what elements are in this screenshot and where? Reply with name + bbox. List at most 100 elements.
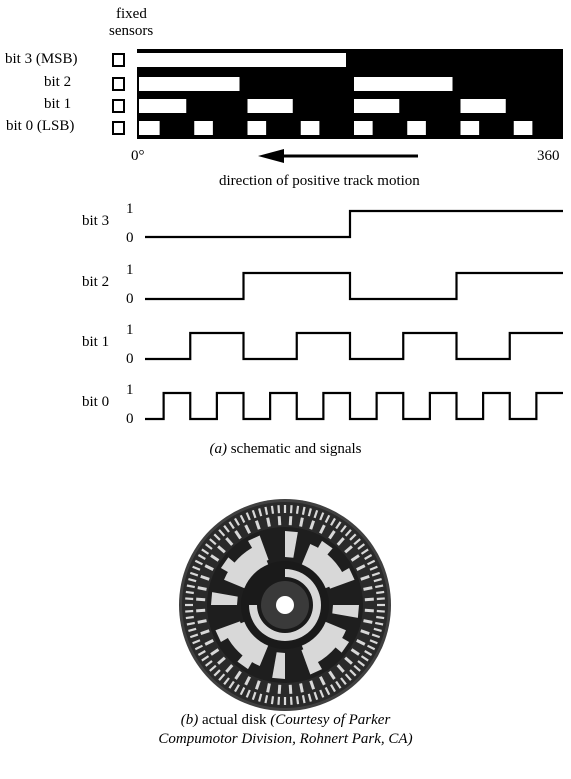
signal-low-bit1: 0 — [126, 351, 134, 367]
disk-tick — [364, 650, 373, 656]
disk-tick — [197, 554, 206, 560]
disk-tick — [201, 655, 210, 662]
sensor-box-bit0 — [112, 121, 125, 135]
disk-tick — [376, 615, 385, 620]
disk-tick — [218, 673, 226, 681]
disk-tick — [210, 554, 220, 562]
disk-tick — [301, 695, 306, 704]
disk-tick — [277, 684, 282, 694]
disk-tick — [186, 621, 195, 626]
disk-tick — [371, 571, 381, 577]
disk-tick — [367, 644, 376, 651]
disk-tick — [234, 684, 240, 693]
disk-tick — [201, 548, 210, 555]
disk-tick — [245, 512, 251, 521]
waveforms — [145, 209, 563, 421]
disk-tick — [234, 530, 242, 540]
track-window-bit0 — [407, 121, 426, 135]
disk-tick — [324, 687, 331, 696]
encoder-disk-image — [179, 499, 391, 711]
disk-tick — [213, 533, 221, 541]
disk-tick — [340, 677, 347, 686]
caption-a-text: schematic and signals — [226, 441, 362, 457]
disk-tick — [357, 660, 366, 667]
disk-tick — [299, 683, 304, 693]
disk-tick — [375, 584, 384, 589]
disk-segment — [285, 531, 298, 558]
disk-tick — [196, 597, 206, 602]
disk-tick — [186, 584, 195, 589]
disk-center-hole — [276, 596, 294, 614]
signal-label-bit1: bit 1 — [82, 334, 110, 350]
disk-tick — [188, 627, 197, 632]
disk-tick — [204, 639, 214, 646]
track-window-bit0 — [247, 121, 267, 135]
disk-tick — [350, 554, 360, 562]
disk-tick — [228, 521, 235, 530]
track-window-bit0 — [354, 121, 373, 135]
disk-tick — [340, 524, 347, 533]
disk-tick — [225, 537, 234, 546]
disk-tick — [223, 677, 230, 686]
caption-b-letter: (b) — [180, 712, 199, 728]
waveform-bit0 — [145, 391, 563, 421]
disk-tick — [335, 521, 342, 530]
disk-tick — [185, 615, 194, 620]
disk-tick — [349, 533, 357, 541]
disk-tick — [360, 548, 369, 555]
disk-tick — [204, 660, 213, 667]
disk-tick — [371, 633, 381, 639]
caption-b-text: actual disk — [198, 712, 271, 728]
disk-tick — [357, 543, 366, 550]
disk-tick — [364, 608, 374, 613]
disk-tick — [369, 565, 378, 571]
disk-tick — [344, 545, 353, 554]
disk-tick — [373, 578, 382, 583]
track-window-bit3 — [137, 53, 346, 67]
disk-tick — [258, 508, 263, 517]
disk-tick — [245, 689, 251, 698]
disk-tick — [363, 586, 373, 591]
track-window-bit1 — [139, 99, 187, 113]
disk-tick — [336, 537, 345, 546]
track-window-bit1 — [247, 99, 293, 113]
disk-tick — [209, 664, 217, 672]
disk-tick — [289, 505, 293, 514]
track-label-bit1: bit 1 — [44, 96, 72, 112]
disk-tick — [295, 696, 300, 705]
disk-tick — [319, 689, 325, 698]
disk-tick — [196, 608, 206, 613]
disk-tick — [223, 524, 230, 533]
track-window-bit0 — [513, 121, 533, 135]
disk-tick — [266, 517, 271, 527]
disk-tick — [356, 564, 366, 571]
disk-tick — [353, 664, 361, 672]
direction-label: direction of positive track motion — [219, 173, 420, 189]
disk-tick — [376, 609, 385, 613]
track-window-bit0 — [300, 121, 320, 135]
disk-tick — [299, 517, 304, 527]
disk-tick — [288, 516, 293, 526]
sensor-box-bit1 — [112, 99, 125, 113]
disk-tick — [264, 506, 269, 515]
signal-high-bit2: 1 — [126, 262, 134, 278]
signal-label-bit2: bit 2 — [82, 274, 110, 290]
disk-tick — [270, 505, 275, 514]
caption-a: (a) schematic and signals — [0, 441, 571, 458]
disk-tick — [309, 520, 316, 530]
signal-low-bit2: 0 — [126, 291, 134, 307]
caption-b-line2: Compumotor Division, Rohnert Park, CA) — [158, 731, 413, 747]
disk-tick — [353, 538, 361, 546]
disk-tick — [330, 684, 336, 693]
disk-tick — [376, 590, 385, 595]
disk-tick — [266, 683, 271, 693]
caption-a-letter: (a) — [209, 441, 227, 457]
disk-tick — [344, 673, 352, 681]
disk-tick — [330, 517, 336, 526]
disk-tick — [239, 687, 246, 696]
disk-tick — [367, 559, 376, 566]
caption-b-credit1: (Courtesy of Parker — [270, 712, 391, 728]
disk-tick — [251, 509, 257, 519]
disk-tick — [228, 680, 235, 689]
track-label-bit2: bit 2 — [44, 74, 72, 90]
